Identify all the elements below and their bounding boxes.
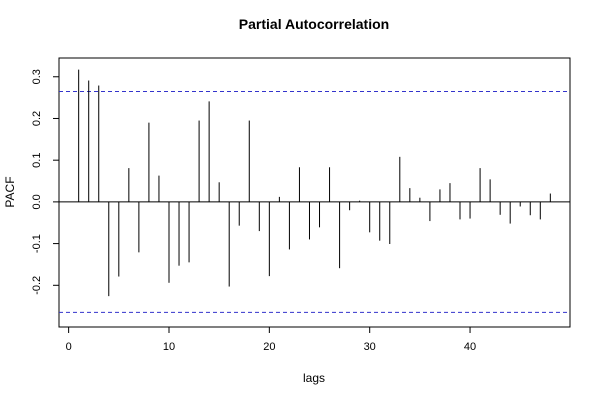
x-tick-label: 40 xyxy=(464,341,476,353)
y-tick-label: 0.3 xyxy=(31,69,43,84)
y-tick-label: 0.2 xyxy=(31,111,43,126)
x-axis-label: lags xyxy=(303,371,325,385)
y-tick-label: 0.1 xyxy=(31,153,43,168)
x-tick-label: 20 xyxy=(263,341,275,353)
y-tick-label: -0.2 xyxy=(31,276,43,295)
y-tick-label: 0.0 xyxy=(31,194,43,209)
y-axis-label: PACF xyxy=(3,176,17,207)
y-tick-label: -0.1 xyxy=(31,234,43,253)
x-axis: 0 10 20 30 40 xyxy=(66,326,476,353)
x-tick-label: 30 xyxy=(364,341,376,353)
y-axis: -0.2 -0.1 0.0 0.1 0.2 0.3 xyxy=(31,69,60,295)
x-tick-label: 10 xyxy=(163,341,175,353)
confidence-bands xyxy=(59,90,570,313)
chart-title: Partial Autocorrelation xyxy=(239,16,389,32)
pacf-bars xyxy=(78,69,551,297)
plot-frame xyxy=(58,57,571,328)
x-tick-label: 0 xyxy=(66,341,72,353)
